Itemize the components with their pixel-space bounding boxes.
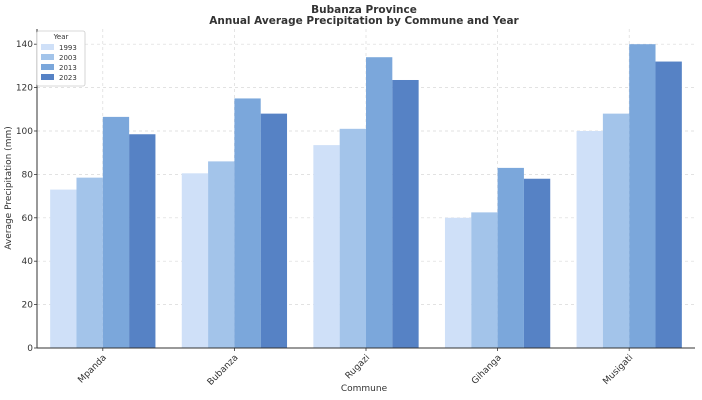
legend-label-2023: 2023 — [59, 74, 77, 82]
legend-swatch-2023 — [41, 74, 54, 80]
y-tick-label: 0 — [27, 344, 33, 354]
x-tick-label-rugazi: Rugazi — [344, 353, 372, 381]
bar-musigati-2003 — [602, 113, 630, 348]
chart-subtitle: Annual Average Precipitation by Commune … — [209, 15, 519, 27]
bar-mpanda-2013 — [102, 116, 130, 348]
bar-gihanga-1993 — [444, 217, 472, 348]
x-tick-label-gihanga: Gihanga — [470, 353, 504, 387]
bar-rugazi-2013 — [366, 57, 393, 349]
y-tick-label: 140 — [16, 40, 33, 50]
x-tick-label-musigati: Musigati — [601, 353, 635, 387]
bar-rugazi-2023 — [392, 79, 419, 349]
bar-musigati-2023 — [655, 61, 682, 348]
legend-title: Year — [53, 33, 69, 41]
legend: Year 1993 2003 2013 2023 — [36, 30, 86, 87]
bar-gihanga-2003 — [471, 212, 498, 348]
y-tick-label: 20 — [22, 301, 34, 311]
y-tick-label: 80 — [22, 170, 34, 180]
x-tick-label-bubanza: Bubanza — [206, 353, 241, 388]
y-tick-label: 60 — [22, 214, 34, 224]
bars — [50, 44, 682, 349]
x-tick-label-mpanda: Mpanda — [76, 353, 108, 385]
bar-bubanza-2023 — [260, 113, 288, 348]
legend-swatch-2013 — [41, 64, 54, 70]
legend-swatch-1993 — [41, 44, 54, 50]
y-tick-label: 100 — [16, 127, 33, 137]
y-tick-label: 120 — [16, 84, 33, 94]
bar-mpanda-2023 — [129, 134, 156, 348]
bar-mpanda-2003 — [76, 177, 103, 348]
x-tick-labels: Mpanda Bubanza Rugazi Gihanga Musigati — [76, 353, 635, 388]
bar-musigati-1993 — [576, 130, 603, 348]
legend-label-1993: 1993 — [59, 44, 77, 52]
bar-rugazi-2003 — [339, 128, 366, 348]
bar-gihanga-2023 — [523, 178, 551, 348]
chart-title: Bubanza Province — [311, 4, 417, 16]
y-axis-label: Average Precipitation (mm) — [4, 126, 14, 250]
x-axis-label: Commune — [341, 384, 388, 394]
bar-bubanza-2013 — [234, 98, 261, 349]
legend-label-2003: 2003 — [59, 54, 77, 62]
legend-swatch-2003 — [41, 54, 54, 60]
legend-label-2013: 2013 — [59, 64, 77, 72]
bar-gihanga-2013 — [497, 167, 524, 348]
bar-rugazi-1993 — [313, 145, 340, 348]
y-tick-labels: 0 20 40 60 80 100 120 140 — [16, 40, 33, 354]
bar-mpanda-1993 — [50, 189, 77, 348]
bar-bubanza-1993 — [181, 173, 209, 348]
y-tick-label: 40 — [22, 257, 34, 267]
bar-musigati-2013 — [629, 44, 656, 348]
bar-bubanza-2003 — [208, 161, 235, 348]
